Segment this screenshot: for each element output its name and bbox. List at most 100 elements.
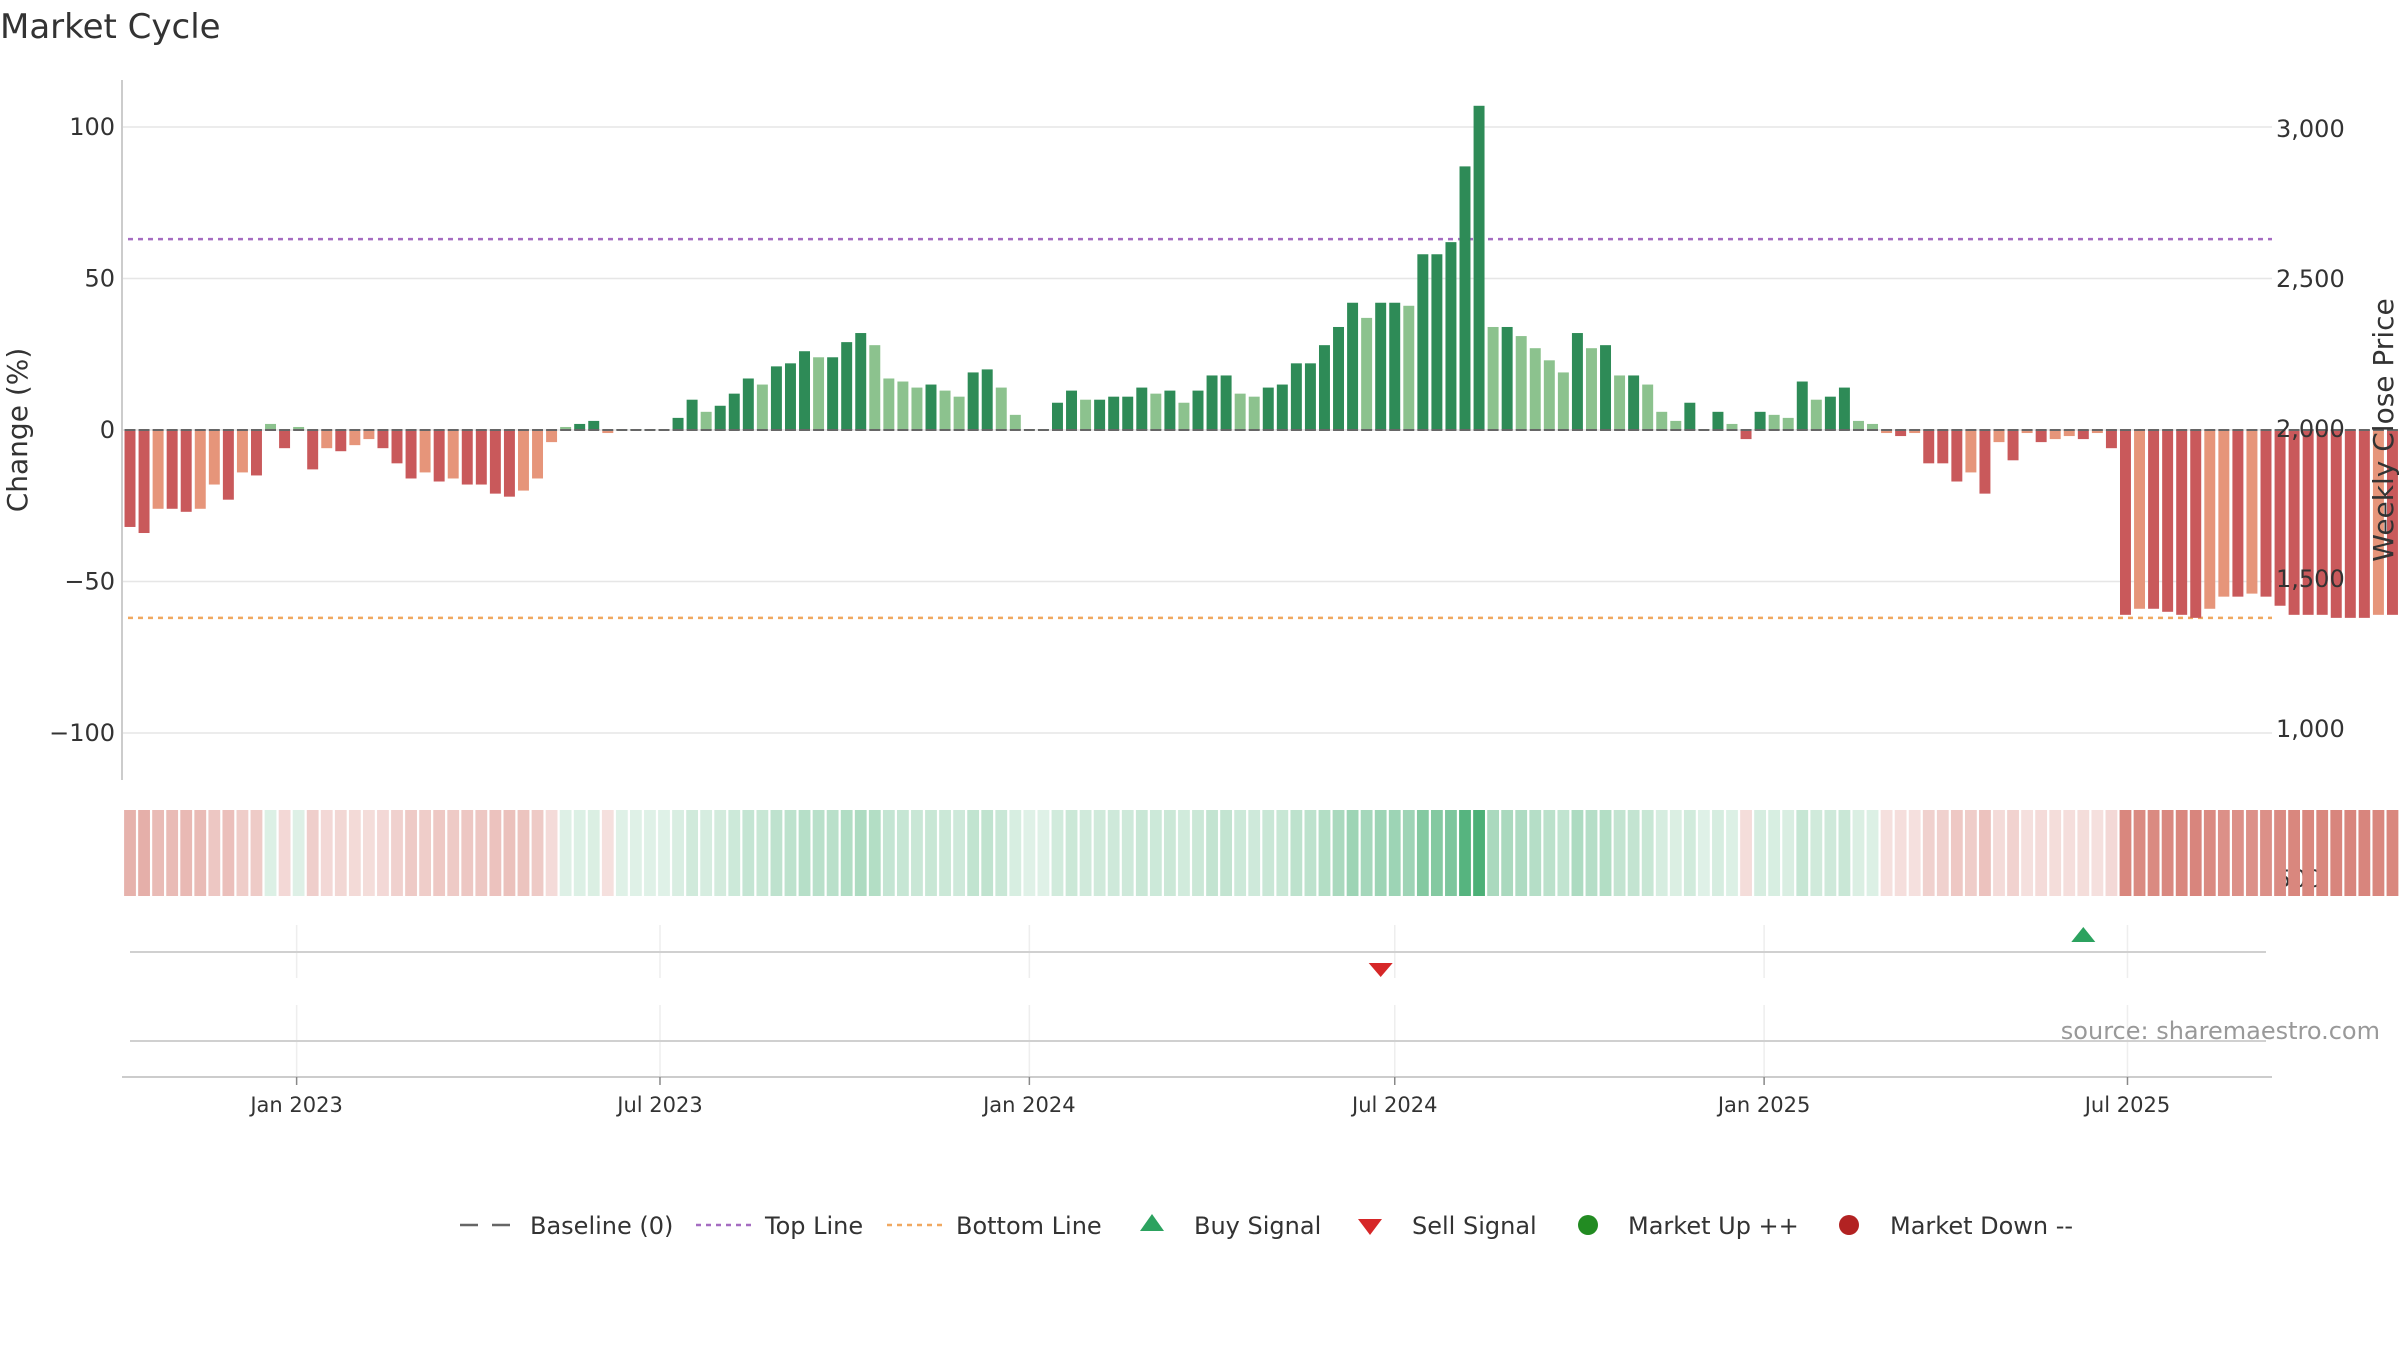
heat-cell <box>348 810 361 896</box>
right-tick-label: 2,500 <box>2276 265 2345 293</box>
right-tick-label: 3,000 <box>2276 115 2345 143</box>
heat-cell <box>770 810 783 896</box>
legend-label-sell: Sell Signal <box>1412 1212 1537 1240</box>
heat-cell <box>1388 810 1401 896</box>
heat-cell <box>278 810 291 896</box>
heat-cell <box>1220 810 1233 896</box>
bar <box>1768 414 1780 430</box>
heat-cell <box>925 810 937 896</box>
heat-cell <box>2246 810 2258 896</box>
bar <box>2246 430 2258 594</box>
bar <box>2274 430 2286 606</box>
bar <box>265 423 277 430</box>
heat-cell <box>2105 810 2118 896</box>
bar <box>489 430 501 494</box>
heat-cell <box>1051 810 1064 896</box>
heat-cell <box>334 810 347 896</box>
bar <box>2302 430 2314 615</box>
left-tick-label: 0 <box>100 416 115 444</box>
bar <box>1248 396 1260 430</box>
x-tick-label: Jan 2025 <box>1716 1093 1811 1117</box>
bar <box>799 351 811 430</box>
legend-sell-swatch <box>1358 1219 1382 1235</box>
heat-cell <box>2119 810 2132 896</box>
bar <box>433 430 445 482</box>
bar <box>911 387 923 430</box>
bar <box>770 366 782 430</box>
heat-cell <box>882 810 895 896</box>
bar <box>1262 387 1274 430</box>
bar <box>1009 414 1021 430</box>
bar <box>700 411 712 430</box>
heat-cell <box>1037 810 1050 896</box>
heat-cell <box>545 810 558 896</box>
heat-cell <box>1993 810 2005 896</box>
bar <box>1290 363 1302 430</box>
bar <box>1318 345 1330 430</box>
heat-cell <box>587 810 600 896</box>
heat-cell <box>2330 810 2343 896</box>
heat-cell <box>1318 810 1331 896</box>
x-tick-label: Jul 2023 <box>615 1093 702 1117</box>
bar <box>672 417 684 430</box>
heat-cell <box>967 810 980 896</box>
bar <box>883 378 895 430</box>
bar <box>1417 254 1429 430</box>
bar <box>1979 430 1991 494</box>
heat-cell <box>2161 810 2174 896</box>
bar <box>1895 430 1907 437</box>
legend-market-up-swatch <box>1578 1215 1598 1235</box>
bar <box>546 430 558 443</box>
bar <box>2063 430 2075 437</box>
heat-cell <box>559 810 572 896</box>
heat-cell <box>1641 810 1654 896</box>
heat-cell <box>2274 810 2286 896</box>
heat-cell <box>2021 810 2034 896</box>
heat-cell <box>489 810 502 896</box>
heat-cell <box>433 810 446 896</box>
heat-cell <box>1487 810 1500 896</box>
bar <box>2218 430 2230 597</box>
bar <box>560 426 572 430</box>
heat-cell <box>1360 810 1373 896</box>
heat-cell <box>1810 810 1823 896</box>
bar <box>1206 375 1218 430</box>
bar <box>925 384 937 430</box>
bar <box>1628 375 1640 430</box>
bar <box>2119 430 2131 615</box>
heat-cell <box>1936 810 1949 896</box>
x-tick-label: Jul 2025 <box>2083 1093 2170 1117</box>
bar <box>2232 430 2244 597</box>
bar <box>995 387 1007 430</box>
bar <box>728 393 740 430</box>
bar <box>2105 430 2117 449</box>
bar <box>1529 348 1541 430</box>
bar <box>813 357 825 430</box>
heat-cell <box>1178 810 1190 896</box>
bar <box>208 430 220 485</box>
bar <box>2035 430 2047 443</box>
bar <box>447 430 459 479</box>
bar <box>1838 387 1850 430</box>
heat-cell <box>1655 810 1668 896</box>
bar <box>953 396 965 430</box>
bar <box>1164 390 1176 430</box>
bar <box>1361 317 1373 430</box>
heat-cell <box>1374 810 1387 896</box>
bar <box>1656 411 1668 430</box>
bar <box>686 399 698 430</box>
heat-cell <box>236 810 249 896</box>
heat-cell <box>2386 810 2399 896</box>
bar <box>2372 430 2384 615</box>
bar <box>1642 384 1654 430</box>
bar <box>1881 430 1893 434</box>
x-tick-label: Jan 2024 <box>981 1093 1076 1117</box>
heat-cell <box>1754 810 1767 896</box>
heat-cell <box>1023 810 1036 896</box>
heat-cell <box>658 810 670 896</box>
bar <box>1459 166 1471 430</box>
heat-cell <box>573 810 586 896</box>
left-axis-ticks: 100 50 0 −50 −100 <box>49 113 115 747</box>
heat-cell <box>405 810 417 896</box>
reference-lines <box>128 237 2272 620</box>
